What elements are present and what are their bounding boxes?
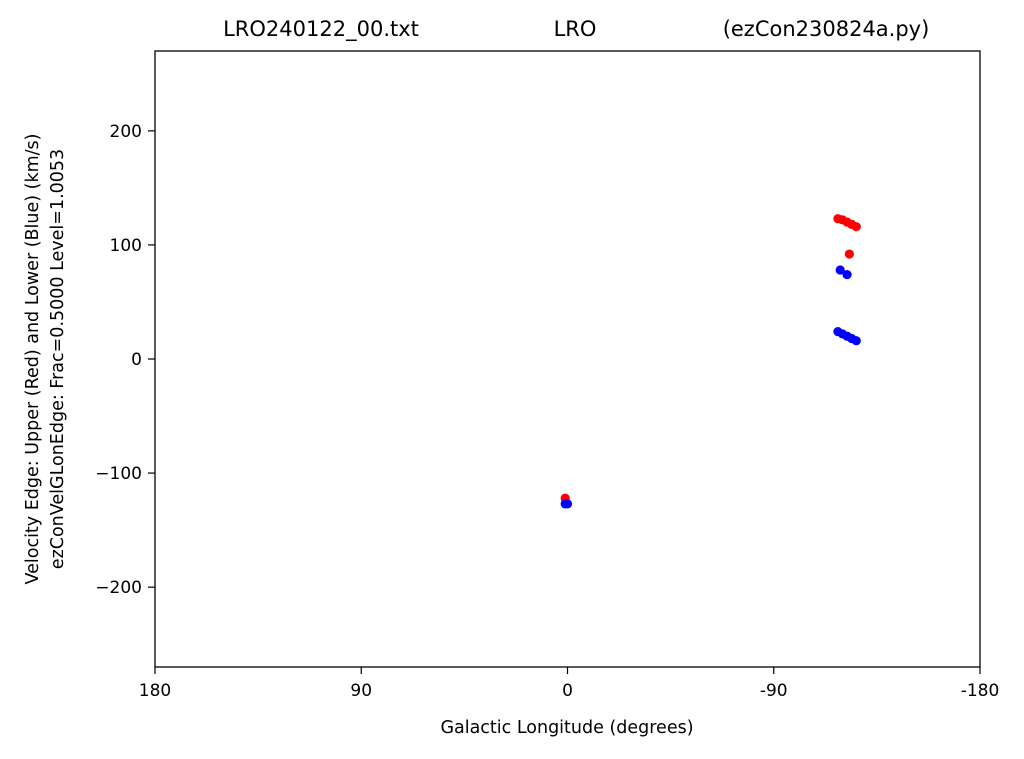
chart-title-right: (ezCon230824a.py) — [723, 17, 930, 41]
upper-edge-point — [844, 249, 854, 259]
x-tick-label: 0 — [562, 681, 573, 701]
lower-edge-point — [835, 265, 845, 275]
lower-edge-point — [842, 269, 852, 280]
y-axis-label-line-2: ezConVelGLonEdge: Frac=0.5000 Level=1.00… — [48, 149, 68, 569]
x-axis-label: Galactic Longitude (degrees) — [440, 718, 693, 738]
y-tick-label: 100 — [110, 236, 142, 256]
y-tick-label: 200 — [110, 122, 142, 142]
x-tick-label: -90 — [760, 681, 788, 701]
y-tick-label: −100 — [95, 464, 142, 484]
x-tick-label: 180 — [139, 681, 171, 701]
chart-title-center: LRO — [554, 17, 597, 41]
y-tick-label: −200 — [95, 578, 142, 598]
data-points — [560, 214, 861, 509]
upper-edge-point — [851, 222, 861, 232]
x-tick-label: 90 — [350, 681, 372, 701]
lower-edge-point — [851, 336, 861, 346]
plot-area-frame — [154, 50, 981, 668]
y-axis-label-line-1: Velocity Edge: Upper (Red) and Lower (Bl… — [23, 134, 43, 585]
axis-ticks: 180 90 0 -90 -180 200 100 0 −100 −200 — [95, 122, 999, 701]
lower-edge-point — [562, 499, 573, 509]
y-tick-label: 0 — [131, 350, 142, 370]
x-tick-label: -180 — [961, 681, 1000, 701]
chart-title-left: LRO240122_00.txt — [223, 17, 419, 42]
